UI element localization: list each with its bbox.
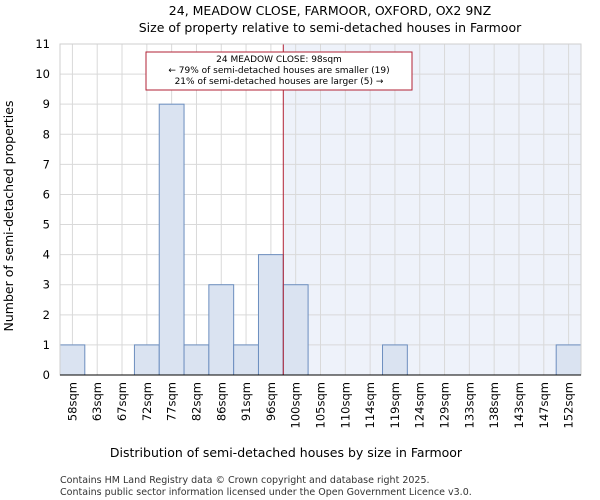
y-tick-label: 0 [43,368,50,382]
x-tick-label: 100sqm [289,382,303,428]
x-tick-label: 110sqm [338,382,352,428]
chart-subtitle: Size of property relative to semi-detach… [139,20,522,35]
x-axis-label: Distribution of semi-detached houses by … [110,445,463,460]
x-tick-label: 129sqm [438,382,452,428]
x-tick-label: 119sqm [388,382,402,428]
bar [555,344,582,376]
y-tick-label: 7 [43,157,50,171]
x-tick-label: 91sqm [239,382,253,421]
bar [158,103,185,376]
y-tick-label: 3 [43,278,50,292]
y-tick-label: 4 [43,248,50,262]
y-tick-label: 10 [35,67,50,81]
y-tick-label: 6 [43,187,50,201]
x-tick-label: 105sqm [314,382,328,428]
plot-area: 0 1 2 3 4 5 6 7 8 9 10 11 58sqm 63sqm 67sqm 72sqm 77sqm 8… [35,37,582,428]
bar [183,344,210,376]
x-tick-label: 143sqm [512,382,526,428]
annotation-line-2: ← 79% of semi-detached houses are smalle… [168,66,389,76]
x-tick-label: 147sqm [537,382,551,428]
footer-line-1: Contains HM Land Registry data © Crown c… [60,475,430,486]
x-tick-label: 72sqm [140,382,154,421]
bar [282,284,309,376]
x-tick-label: 114sqm [363,382,377,428]
y-tick-label: 11 [35,37,50,51]
x-tick-label: 63sqm [90,382,104,421]
x-tick-label: 67sqm [115,382,129,421]
x-tick-label: 86sqm [214,382,228,421]
x-tick-label: 133sqm [462,382,476,428]
bar [382,344,408,376]
x-tick-label: 96sqm [264,382,278,421]
y-tick-label: 2 [43,308,50,322]
x-tick-label: 82sqm [189,382,203,421]
y-tick-label: 1 [43,338,50,352]
larger-region-shade [283,44,581,375]
y-tick-label: 9 [43,97,50,111]
x-tick-label: 58sqm [65,382,79,421]
bar [233,344,259,376]
annotation-line-3: 21% of semi-detached houses are larger (… [175,77,384,87]
y-tick-label: 8 [43,127,50,141]
x-tick-label: 138sqm [487,382,501,428]
y-tick-label: 5 [43,218,50,232]
bar [208,284,235,376]
bar [257,254,284,376]
x-tick-label: 124sqm [413,382,427,428]
y-axis-label: Number of semi-detached properties [1,101,16,332]
bar [59,344,86,376]
bar [133,344,160,376]
annotation-box [145,51,413,91]
footer-line-2: Contains public sector information licen… [60,487,472,498]
annotation-line-1: 24 MEADOW CLOSE: 98sqm [216,55,342,65]
x-tick-label: 77sqm [165,382,179,421]
chart-title: 24, MEADOW CLOSE, FARMOOR, OXFORD, OX2 9… [169,3,491,18]
x-tick-label: 152sqm [562,382,576,428]
